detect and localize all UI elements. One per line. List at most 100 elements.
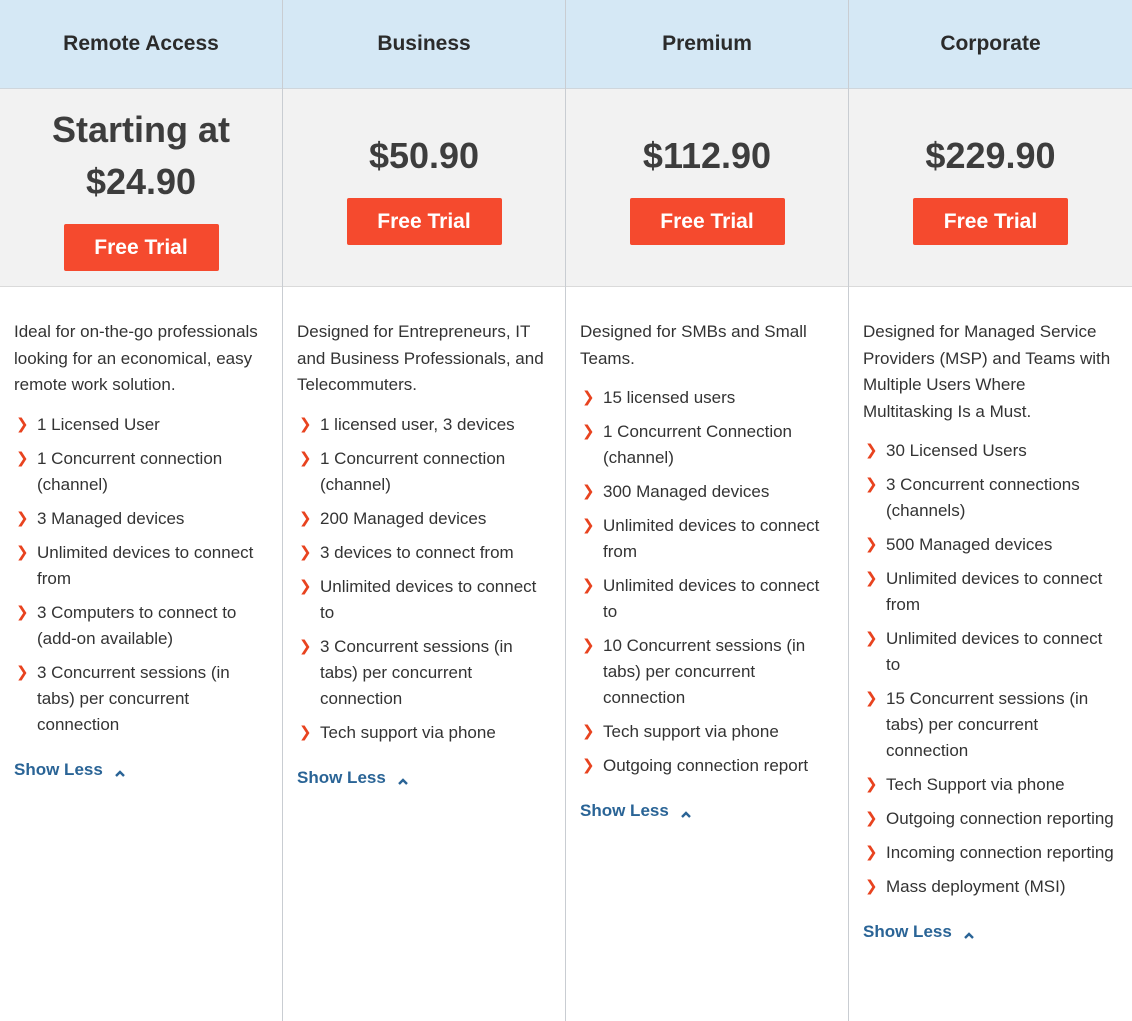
price-area: $229.90 Free Trial — [849, 89, 1132, 287]
plan-body: Designed for Entrepreneurs, IT and Busin… — [283, 287, 565, 788]
feature-text: Incoming connection reporting — [886, 843, 1114, 862]
feature-text: 30 Licensed Users — [886, 441, 1027, 460]
chevron-right-icon: ❯ — [16, 603, 29, 621]
free-trial-button[interactable]: Free Trial — [346, 198, 502, 245]
plan-price-block: Starting at $24.90 — [52, 104, 230, 208]
feature-text: 200 Managed devices — [320, 508, 487, 528]
show-less-label: Show Less — [14, 759, 103, 779]
plan-description: Designed for SMBs and Small Teams. — [580, 322, 807, 368]
chevron-right-icon: ❯ — [865, 776, 878, 793]
feature-text: 1 Licensed User — [37, 414, 160, 434]
feature-item: ❯ Unlimited devices to connect from — [863, 566, 1118, 618]
plan-price: $112.90 — [642, 135, 772, 176]
plan-column-business: Business $50.90 Free Trial Designed for … — [283, 0, 566, 1021]
show-less-link[interactable]: Show Less — [14, 760, 125, 780]
feature-list: ❯ 1 licensed user, 3 devices ❯ 1 Concurrent… — [297, 412, 551, 746]
price-prefix: Starting at — [51, 109, 230, 150]
chevron-right-icon: ❯ — [582, 423, 595, 440]
chevron-right-icon: ❯ — [582, 723, 595, 740]
chevron-right-icon: ❯ — [865, 442, 878, 459]
show-less-link[interactable]: Show Less — [580, 801, 691, 821]
chevron-up-icon — [680, 811, 691, 818]
feature-text: 1 Concurrent connection (channel) — [37, 448, 223, 494]
feature-item: ❯ Mass deployment (MSI) — [863, 874, 1118, 900]
chevron-right-icon: ❯ — [16, 415, 29, 433]
chevron-right-icon: ❯ — [299, 637, 312, 655]
feature-text: 3 Computers to connect to (add-on availa… — [37, 602, 237, 648]
plan-price-block: $50.90 — [369, 130, 479, 182]
plan-price: $229.90 — [925, 135, 1056, 176]
feature-text: 1 Concurrent Connection (channel) — [603, 422, 793, 467]
chevron-right-icon: ❯ — [299, 723, 312, 741]
plan-description: Designed for Entrepreneurs, IT and Busin… — [297, 322, 544, 394]
feature-text: 3 Concurrent connections (channels) — [886, 475, 1080, 520]
feature-text: 500 Managed devices — [886, 535, 1053, 554]
feature-text: Tech support via phone — [320, 722, 496, 742]
feature-text: Unlimited devices to connect to — [886, 629, 1103, 674]
chevron-up-icon — [114, 769, 125, 777]
feature-text: Unlimited devices to connect from — [886, 569, 1103, 614]
plan-body: Designed for SMBs and Small Teams. ❯ 15 l… — [566, 287, 848, 821]
plan-price: $24.90 — [85, 161, 197, 202]
feature-item: ❯ Unlimited devices to connect to — [580, 573, 834, 625]
free-trial-button[interactable]: Free Trial — [63, 224, 219, 271]
chevron-right-icon: ❯ — [865, 844, 878, 861]
show-less-link[interactable]: Show Less — [863, 922, 974, 942]
feature-item: ❯ 500 Managed devices — [863, 532, 1118, 558]
chevron-right-icon: ❯ — [299, 577, 312, 595]
chevron-right-icon: ❯ — [582, 577, 595, 594]
feature-text: 300 Managed devices — [603, 482, 770, 501]
feature-list: ❯ 30 Licensed Users ❯ 3 Concurrent connecti… — [863, 438, 1118, 900]
plan-price: $50.90 — [368, 135, 480, 176]
feature-text: 3 Concurrent sessions (in tabs) per conc… — [320, 636, 513, 708]
free-trial-button[interactable]: Free Trial — [629, 198, 785, 245]
chevron-right-icon: ❯ — [16, 449, 29, 467]
feature-item: ❯ Unlimited devices to connect to — [863, 626, 1118, 678]
feature-text: 3 Concurrent sessions (in tabs) per conc… — [37, 662, 230, 734]
plan-column-remote-access: Remote Access Starting at $24.90 Free Tr… — [0, 0, 283, 1021]
feature-text: 10 Concurrent sessions (in tabs) per con… — [603, 636, 806, 707]
feature-text: 3 Managed devices — [37, 508, 185, 528]
feature-item: ❯ 3 Concurrent connections (channels) — [863, 472, 1118, 524]
feature-text: 1 Concurrent connection (channel) — [320, 448, 506, 494]
feature-text: Tech support via phone — [603, 722, 779, 741]
feature-item: ❯ 30 Licensed Users — [863, 438, 1118, 464]
feature-item: ❯ 1 Licensed User — [14, 412, 268, 438]
feature-item: ❯ 1 licensed user, 3 devices — [297, 412, 551, 438]
chevron-right-icon: ❯ — [582, 483, 595, 500]
feature-item: ❯ 1 Concurrent Connection (channel) — [580, 419, 834, 471]
feature-item: ❯ 1 Concurrent connection (channel) — [14, 446, 268, 498]
chevron-right-icon: ❯ — [582, 517, 595, 534]
feature-item: ❯ Incoming connection reporting — [863, 840, 1118, 866]
feature-text: Unlimited devices to connect from — [603, 516, 820, 561]
feature-list: ❯ 1 Licensed User ❯ 1 Concurrent connection… — [14, 412, 268, 738]
plan-body: Designed for Managed Service Providers (… — [849, 287, 1132, 942]
chevron-right-icon: ❯ — [865, 536, 878, 553]
show-less-label: Show Less — [297, 767, 386, 787]
free-trial-button[interactable]: Free Trial — [913, 198, 1068, 245]
feature-item: ❯ Outgoing connection reporting — [863, 806, 1118, 832]
feature-item: ❯ 200 Managed devices — [297, 506, 551, 532]
feature-item: ❯ Outgoing connection report — [580, 753, 834, 779]
feature-item: ❯ 15 Concurrent sessions (in tabs) per co… — [863, 686, 1118, 764]
chevron-right-icon: ❯ — [865, 570, 878, 587]
plan-name: Premium — [566, 0, 848, 89]
price-area: Starting at $24.90 Free Trial — [0, 89, 282, 287]
chevron-up-icon — [963, 932, 974, 939]
chevron-right-icon: ❯ — [16, 543, 29, 561]
chevron-right-icon: ❯ — [865, 878, 878, 895]
feature-text: Outgoing connection reporting — [886, 809, 1114, 828]
feature-item: ❯ Unlimited devices to connect from — [14, 540, 268, 592]
feature-item: ❯ Tech support via phone — [580, 719, 834, 745]
feature-item: ❯ Tech Support via phone — [863, 772, 1118, 798]
feature-text: 1 licensed user, 3 devices — [320, 414, 515, 434]
plan-body: Ideal for on-the-go professionals lookin… — [0, 287, 282, 780]
feature-text: Tech Support via phone — [886, 775, 1065, 794]
feature-text: Unlimited devices to connect from — [37, 542, 254, 588]
feature-text: Outgoing connection report — [603, 756, 809, 775]
plan-name: Business — [283, 0, 565, 89]
chevron-right-icon: ❯ — [299, 449, 312, 467]
show-less-link[interactable]: Show Less — [297, 768, 408, 788]
plan-description: Ideal for on-the-go professionals lookin… — [14, 322, 258, 394]
